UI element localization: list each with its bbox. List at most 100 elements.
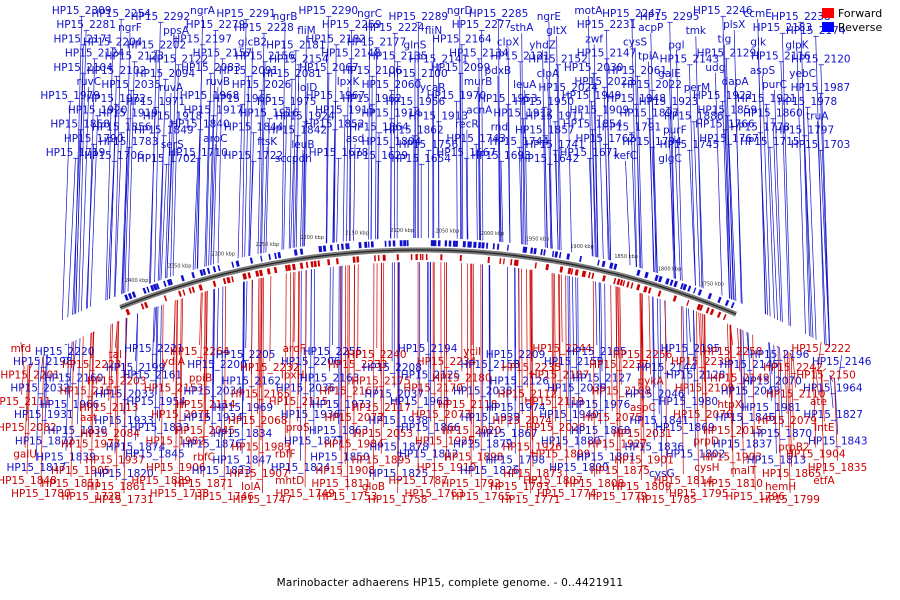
feature-connector: [114, 321, 118, 454]
forward-gene-label: HP15_2151: [59, 386, 119, 398]
reverse-gene-arrow: [455, 240, 458, 247]
reverse-gene-label: gltX: [546, 25, 567, 37]
forward-gene-arrow: [377, 255, 380, 262]
feature-connector: [106, 160, 115, 300]
forward-gene-label: HP15_1908: [315, 465, 375, 477]
feature-connector: [174, 299, 178, 435]
reverse-gene-label: HP15_1801: [576, 452, 636, 464]
kbp-tick-label: 2250 kbp: [256, 242, 280, 248]
feature-connector: [90, 331, 95, 491]
forward-gene-arrow: [356, 256, 360, 263]
feature-connector: [552, 273, 555, 395]
reverse-gene-label: HP15_1863: [309, 425, 369, 437]
forward-gene-label: HP15_1865: [762, 468, 822, 480]
reverse-gene-label: HP15_1953: [478, 93, 538, 105]
feature-connector: [212, 288, 216, 412]
reverse-gene-arrow: [636, 269, 641, 276]
reverse-gene-label: HP15_2100: [388, 68, 448, 80]
forward-gene-label: HP15_1977: [61, 438, 121, 450]
forward-gene-label: proS: [286, 422, 310, 434]
forward-gene-label: HP15_2020: [442, 425, 502, 437]
feature-connector: [466, 129, 469, 240]
feature-connector: [258, 278, 261, 467]
feature-connector: [812, 365, 817, 448]
forward-gene-label: HP15_1763: [405, 488, 465, 500]
feature-connector: [737, 327, 741, 372]
feature-connector: [521, 268, 523, 415]
reverse-gene-label: HP15_1710: [168, 147, 228, 159]
reverse-gene-label: HP15_2161: [123, 369, 183, 381]
feature-connector: [88, 332, 92, 412]
feature-connector: [70, 341, 74, 478]
feature-connector: [257, 278, 260, 415]
feature-connector: [297, 271, 300, 422]
feature-connector: [481, 30, 484, 241]
feature-connector: [242, 281, 245, 401]
reverse-gene-arrow: [199, 269, 204, 276]
feature-connector: [519, 61, 523, 245]
reverse-gene-label: pdxB: [485, 65, 512, 77]
reverse-gene-label: HP15_2285: [469, 8, 529, 20]
reverse-gene-label: HP15_2157: [193, 48, 253, 60]
reverse-gene-arrow: [347, 243, 350, 250]
feature-connector: [153, 306, 157, 343]
feature-connector: [575, 277, 578, 382]
feature-connector: [292, 50, 297, 248]
forward-gene-arrow: [459, 255, 462, 262]
reverse-gene-label: HP15_2126: [490, 375, 550, 387]
reverse-gene-label: HP15_1911: [525, 110, 585, 122]
reverse-gene-label: HP15_2122: [149, 54, 209, 66]
reverse-gene-label: HP15_2177: [347, 36, 407, 48]
reverse-gene-label: HP15_1976: [571, 399, 631, 411]
feature-connector: [565, 275, 568, 488]
feature-connector: [211, 289, 214, 438]
feature-connector: [727, 323, 731, 398]
forward-gene-arrow: [374, 255, 376, 262]
reverse-gene-arrow: [146, 286, 150, 293]
reverse-gene-label: HP15_1867: [478, 428, 538, 440]
forward-gene-label: HP15_1738: [150, 488, 210, 500]
reverse-gene-arrow: [609, 262, 614, 269]
feature-connector: [90, 331, 94, 438]
feature-connector: [514, 267, 517, 401]
feature-connector: [820, 64, 831, 348]
reverse-gene-label: HP15_1790: [64, 133, 124, 145]
feature-connector: [567, 92, 572, 253]
reverse-gene-arrow: [469, 241, 472, 248]
reverse-gene-label: HP15_1912: [493, 107, 553, 119]
forward-gene-arrow: [259, 269, 263, 277]
forward-gene-label: HP15_1898: [444, 452, 504, 464]
forward-gene-label: gloB: [362, 481, 385, 493]
forward-gene-arrow: [212, 280, 217, 287]
forward-gene-label: HP15_1779: [588, 491, 648, 503]
reverse-gene-label: glcB2: [238, 36, 267, 48]
forward-gene-label: HP15_1771: [501, 494, 561, 506]
reverse-gene-label: HP15_2291: [216, 8, 276, 20]
forward-gene-label: HP15_1810: [703, 478, 763, 490]
feature-connector: [475, 143, 478, 241]
reverse-gene-label: HP15_1715: [740, 136, 800, 148]
backbone-core: [119, 249, 737, 315]
feature-connector: [769, 342, 773, 375]
reverse-gene-label: HP15_2128: [666, 369, 726, 381]
feature-connector: [283, 107, 288, 250]
feature-connector: [752, 334, 756, 491]
forward-gene-label: HP15_2073: [411, 409, 471, 421]
forward-gene-label: HP15_1851: [41, 478, 101, 490]
feature-connector: [617, 286, 620, 359]
reverse-gene-label: HP15_1826: [460, 465, 520, 477]
forward-gene-label: HP15_1808: [565, 478, 625, 490]
reverse-gene-arrow: [448, 240, 452, 247]
feature-connector: [288, 78, 293, 249]
reverse-gene-label: HP15_1940: [539, 409, 599, 421]
reverse-gene-label: HP15_1800: [549, 462, 609, 474]
reverse-gene-arrow: [551, 250, 555, 257]
feature-connector: [170, 36, 177, 277]
feature-connector: [210, 143, 216, 266]
feature-connector: [701, 313, 705, 382]
feature-connector: [615, 286, 619, 491]
reverse-gene-label: HP15_1825: [369, 468, 429, 480]
reverse-gene-arrow: [433, 240, 437, 247]
reverse-gene-arrow: [274, 252, 277, 259]
feature-connector: [303, 36, 307, 247]
